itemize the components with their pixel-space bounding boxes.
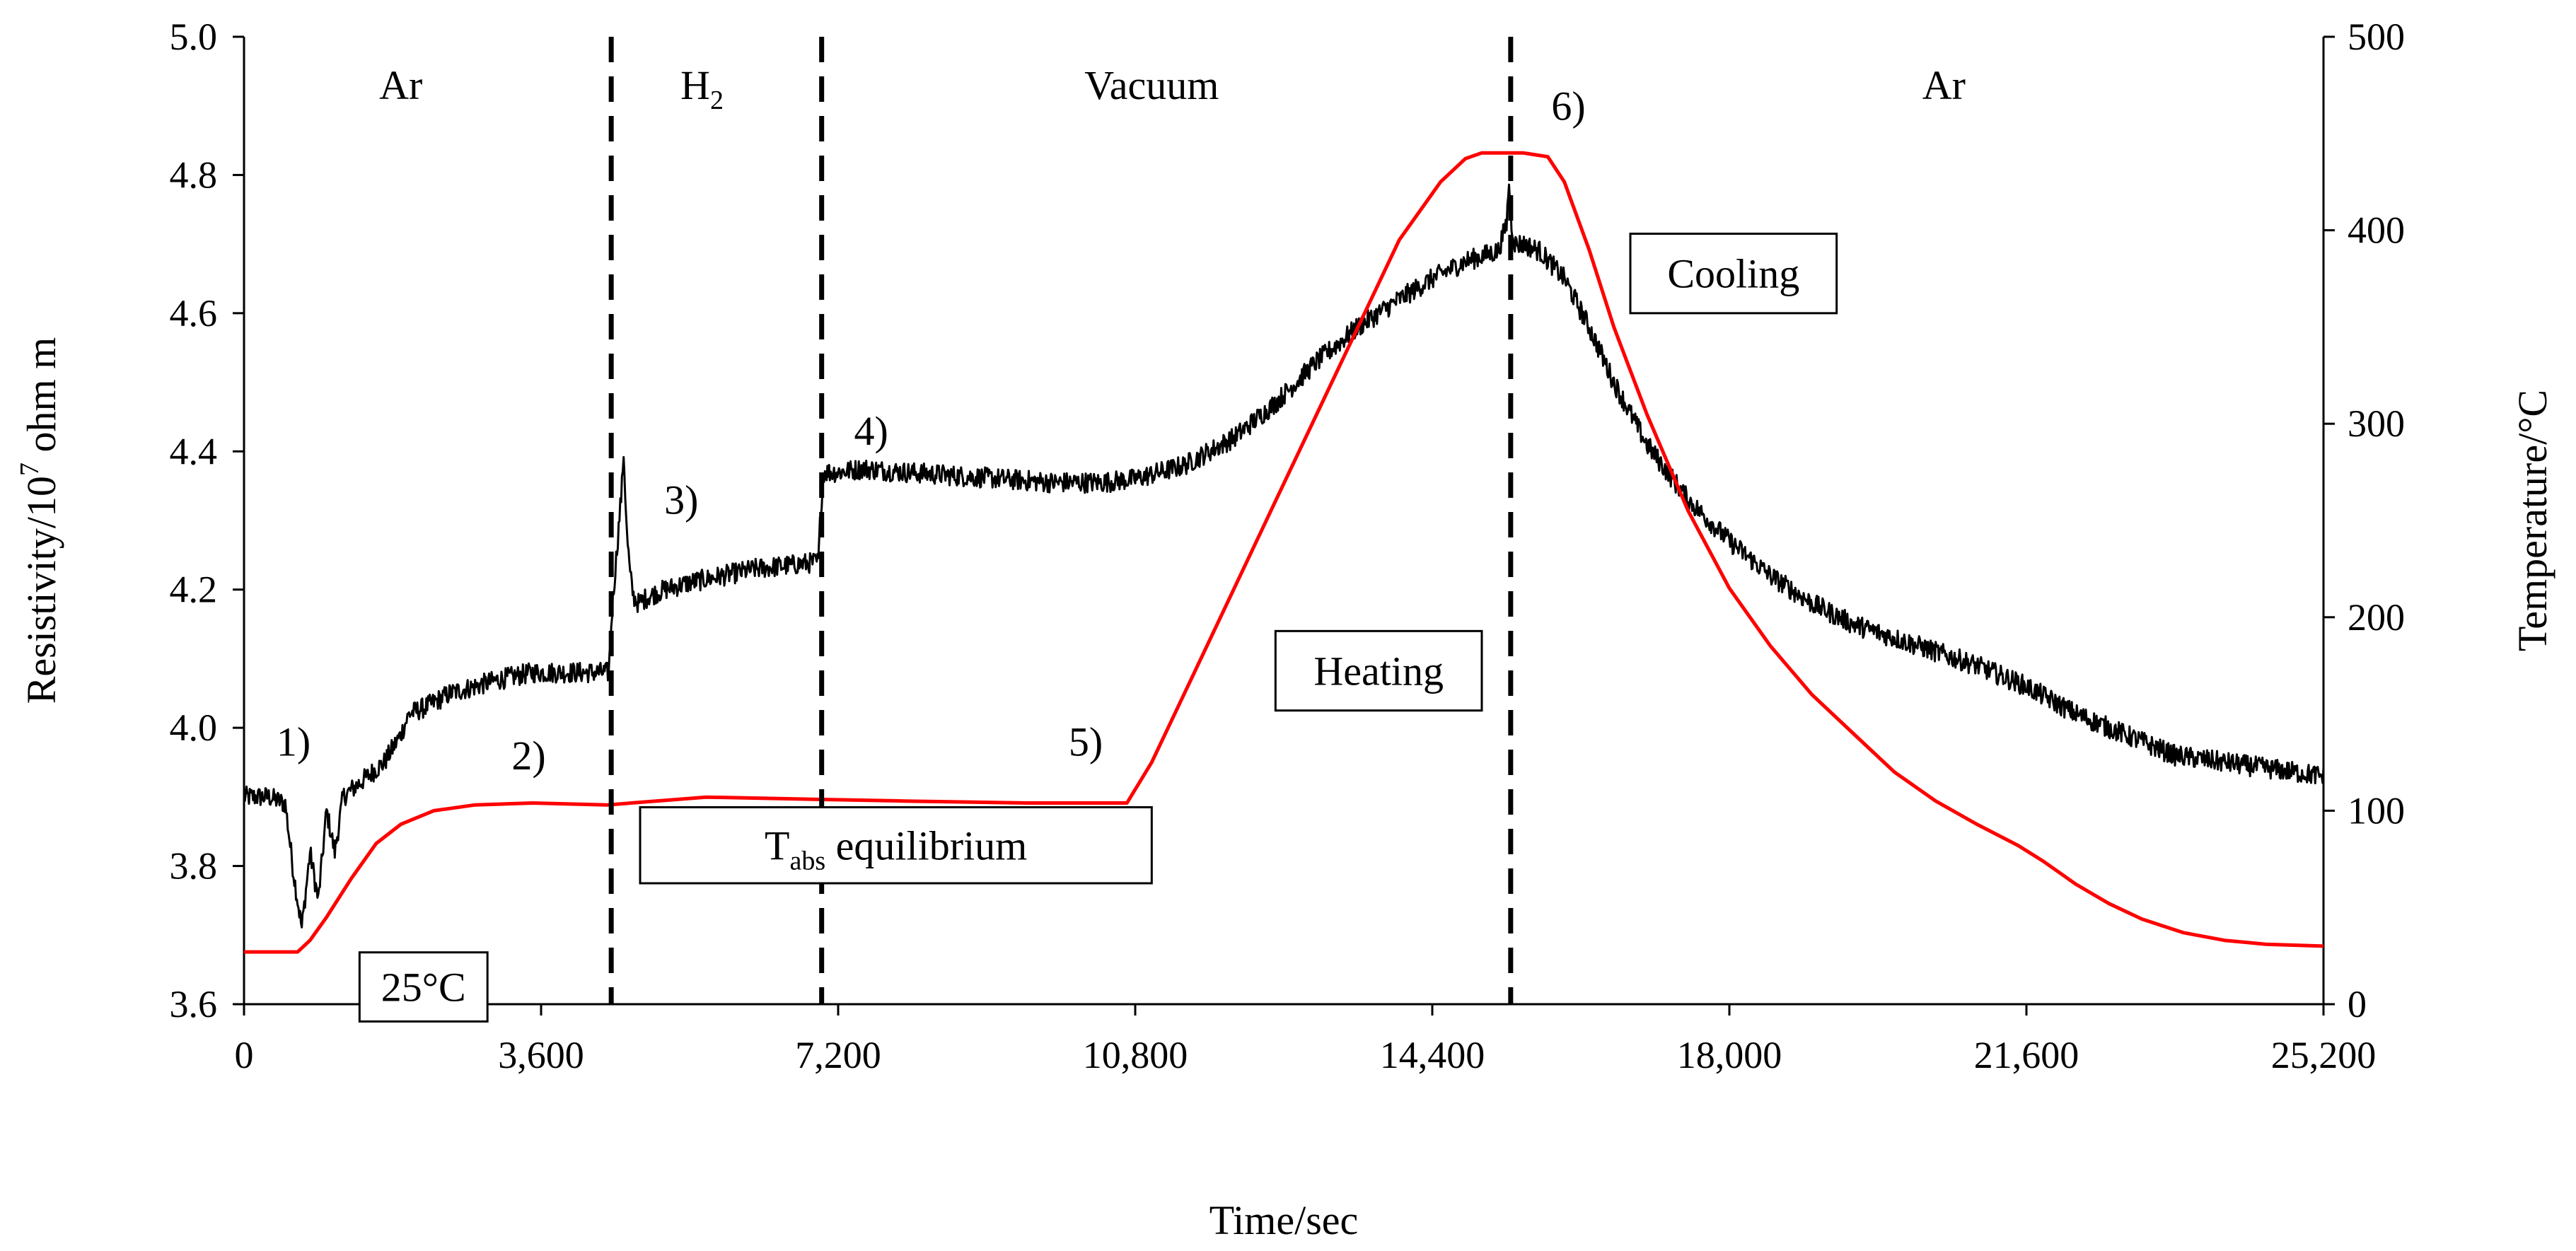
annotation-box-label: 25°C	[381, 965, 466, 1011]
x-tick-label: 25,200	[2271, 1034, 2377, 1076]
step-marker: 3)	[664, 477, 698, 523]
region-labels: Ar H2 Vacuum Ar	[379, 62, 1966, 115]
annotation-box	[1274, 629, 1483, 712]
step-marker: 4)	[854, 408, 888, 454]
x-tick-label: 18,000	[1677, 1034, 1782, 1076]
right-axis-title: Temperature/°C	[2510, 390, 2555, 651]
step-marker: 2)	[511, 733, 545, 779]
left-axis-title: Resistivity/107 ohm m	[15, 337, 64, 704]
temperature-series-line	[244, 151, 2324, 954]
right-y-tick-label: 0	[2348, 983, 2367, 1025]
annotation-box-label: Heating	[1313, 648, 1444, 694]
series-layer	[243, 151, 2325, 954]
region-label: Vacuum	[1084, 62, 1219, 108]
annotation-box	[1629, 232, 1838, 315]
annotation-boxes: 25°C Tabs equilibrium Heating Cooling	[358, 232, 1838, 1023]
left-y-tick-label: 4.8	[170, 153, 218, 196]
annotation-box	[358, 951, 489, 1023]
step-marker: 6)	[1551, 83, 1585, 129]
left-y-tick-label: 4.4	[170, 430, 218, 472]
left-y-tick-label: 4.6	[170, 292, 218, 334]
x-tick-label: 21,600	[1974, 1034, 2079, 1076]
right-y-tick-label: 200	[2348, 596, 2405, 639]
left-y-tick-label: 4.0	[170, 706, 218, 749]
right-y-ticks: 0 100 200 300 400 500	[2323, 16, 2405, 1025]
x-axis-title: Time/sec	[1209, 1197, 1359, 1243]
region-label: Ar	[379, 62, 422, 108]
left-y-ticks: 3.6 3.8 4.0 4.2 4.4 4.6 4.8 5.0	[170, 16, 244, 1025]
resistivity-series-line	[243, 183, 2325, 929]
right-y-tick-label: 300	[2348, 402, 2405, 445]
x-tick-label: 3,600	[498, 1034, 584, 1076]
x-tick-label: 10,800	[1083, 1034, 1188, 1076]
region-label: H2	[680, 62, 724, 115]
step-markers: 1) 2) 3) 4) 5) 6)	[277, 83, 1586, 779]
right-y-tick-label: 500	[2348, 16, 2405, 58]
left-y-tick-label: 5.0	[170, 16, 218, 58]
annotation-box-label: Cooling	[1667, 251, 1799, 297]
left-y-tick-label: 4.2	[170, 569, 218, 611]
right-y-tick-label: 100	[2348, 789, 2405, 832]
x-tick-label: 0	[235, 1034, 254, 1076]
left-y-tick-label: 3.8	[170, 845, 218, 888]
region-label: Ar	[1922, 62, 1966, 108]
annotation-box	[639, 806, 1153, 885]
x-tick-label: 14,400	[1380, 1034, 1485, 1076]
step-marker: 1)	[277, 719, 311, 765]
x-tick-label: 7,200	[795, 1034, 881, 1076]
step-marker: 5)	[1069, 719, 1103, 765]
left-y-tick-label: 3.6	[170, 983, 218, 1025]
annotation-box-label: Tabs equilibrium	[765, 822, 1027, 875]
x-ticks: 0 3,600 7,200 10,800 14,400 18,000 21,600 25,20…	[235, 1004, 2377, 1076]
plot-frame	[243, 37, 2325, 1006]
right-y-tick-label: 400	[2348, 209, 2405, 252]
